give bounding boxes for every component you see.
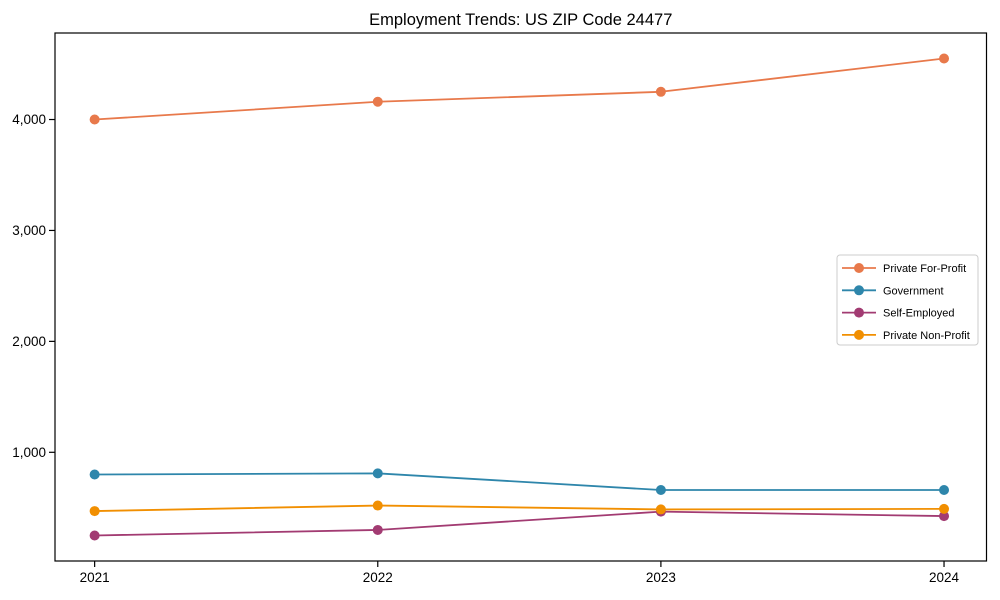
y-tick-label: 2,000 — [12, 334, 46, 349]
x-tick-label: 2022 — [363, 570, 393, 585]
legend-label-government: Government — [883, 285, 944, 297]
series-marker-government — [655, 485, 666, 496]
legend-box — [836, 254, 979, 346]
chart-title: Employment Trends: US ZIP Code 24477 — [369, 11, 672, 29]
legend-marker-government — [854, 285, 864, 296]
series-marker-self-employed — [89, 530, 100, 541]
series-marker-private-for-profit — [655, 86, 666, 97]
x-tick-label: 2023 — [646, 570, 676, 585]
axis-frame — [54, 32, 988, 562]
x-tick-label: 2021 — [80, 570, 110, 585]
y-tick-label: 4,000 — [12, 112, 46, 127]
legend: Private For-Profit Government Self-Employe… — [836, 254, 979, 346]
series-marker-private-for-profit — [89, 114, 100, 125]
series-line-government — [93, 472, 945, 491]
series-marker-government — [89, 469, 100, 480]
series-marker-private-for-profit — [939, 53, 950, 64]
series-marker-self-employed — [372, 524, 383, 535]
series-marker-private-non-profit — [939, 503, 950, 514]
series-marker-self-employed — [939, 511, 950, 522]
legend-marker-private-non-profit — [854, 329, 864, 340]
legend-marker-self-employed — [854, 307, 864, 318]
legend-label-self-employed: Self-Employed — [883, 308, 955, 320]
series-marker-private-non-profit — [655, 504, 666, 515]
series-marker-government — [372, 468, 383, 479]
legend-label-private-for-profit: Private For-Profit — [883, 263, 966, 275]
y-tick-label: 3,000 — [12, 223, 46, 238]
series-line-private-for-profit — [93, 57, 945, 121]
series-line-private-non-profit — [93, 504, 945, 512]
series-marker-private-for-profit — [372, 96, 383, 107]
series-line-self-employed — [93, 510, 945, 537]
legend-marker-private-for-profit — [854, 263, 864, 273]
series-marker-private-non-profit — [89, 506, 100, 517]
x-tick-label: 2024 — [929, 570, 960, 585]
legend-label-private-non-profit: Private Non-Profit — [883, 330, 970, 342]
series-marker-private-non-profit — [372, 500, 383, 511]
y-tick-label: 1,000 — [12, 445, 46, 460]
series-marker-government — [939, 485, 950, 496]
